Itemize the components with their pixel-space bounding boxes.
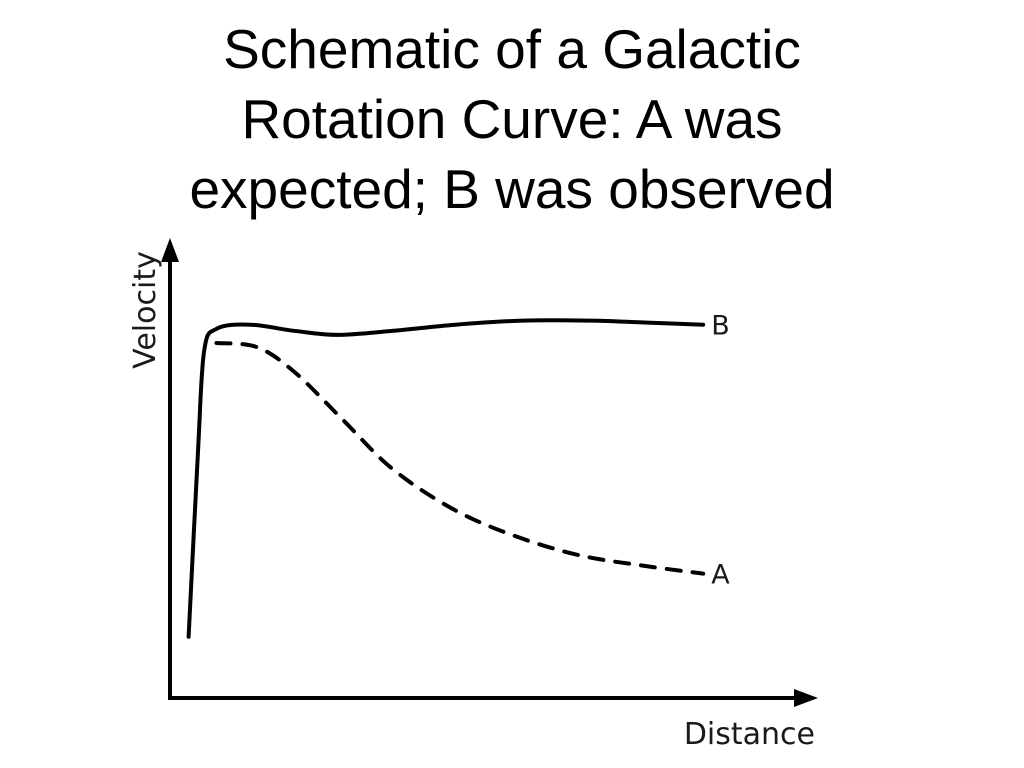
x-axis-arrow-icon xyxy=(794,689,818,707)
curve-b-label: B xyxy=(711,311,730,342)
title-line-2: Rotation Curve: A was xyxy=(241,88,783,150)
title-line-1: Schematic of a Galactic xyxy=(223,18,801,80)
series-layer: BA xyxy=(186,311,730,639)
curve-b-line xyxy=(186,318,706,639)
curve-a-line xyxy=(214,341,706,576)
y-axis-arrow-icon xyxy=(161,238,179,262)
curve-a-label: A xyxy=(711,560,730,591)
y-axis-label: Velocity xyxy=(128,251,163,369)
x-axis-label: Distance xyxy=(684,717,815,752)
slide-title: Schematic of a Galactic Rotation Curve: … xyxy=(0,14,1024,224)
title-line-3: expected; B was observed xyxy=(189,158,835,220)
